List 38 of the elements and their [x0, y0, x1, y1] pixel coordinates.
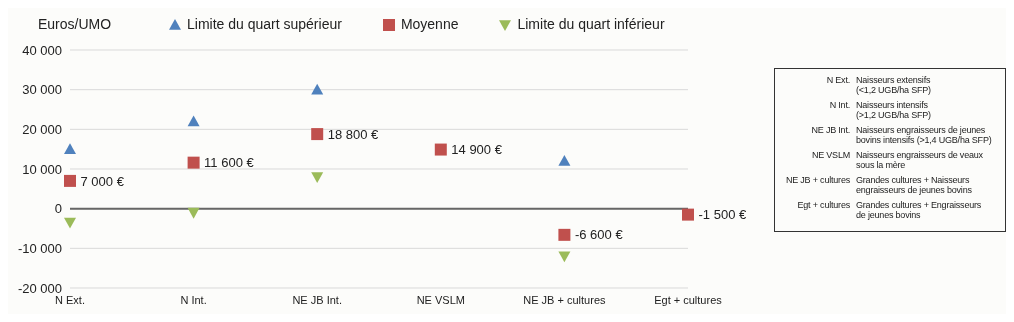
point [682, 208, 694, 221]
y-tick-label: 30 000 [22, 82, 62, 98]
point [64, 143, 76, 154]
y-tick-label: -10 000 [17, 240, 62, 256]
legend-label: Moyenne [399, 16, 459, 33]
y-tick-label: -20 000 [17, 280, 62, 296]
x-tick-label: NE JB + cultures [523, 293, 607, 306]
legend-label: Limite du quart supérieur [186, 16, 342, 33]
point [558, 155, 571, 166]
point [311, 83, 324, 95]
data-label: -1 500 € [698, 207, 747, 223]
x-tick-label: NE VSLM [416, 293, 465, 306]
glossary-box: N Ext. Naisseurs extensifs (<1,2 UGB/ha SFP) N Int. Naisseurs intensifs (>1,2 UGB/ha SFP) NE JB Int. Naisseurs engraisseurs de jeunes bovins intensifs (>1,4 UGB/ha SFP) NE VSLM Naisseurs engraisseurs de veaux sous la mère NE JB + cultures Grandes cultures + Naisseurs engraisseurs de jeunes bovins Egt + cultures Grandes cultures + Engraisseurs de jeunes bovins [774, 68, 1006, 232]
data-label: 14 900 € [451, 142, 503, 158]
y-axis-title: Euros/UMO [38, 16, 112, 32]
data-label: 7 000 € [80, 173, 125, 189]
point [64, 174, 76, 187]
point [64, 217, 76, 229]
legend-label: Limite du quart inférieur [516, 16, 665, 33]
x-tick-label: N Ext. [55, 293, 85, 306]
data-label: 18 800 € [327, 126, 380, 142]
y-tick-label: 0 [54, 201, 62, 217]
point [311, 128, 324, 141]
y-tick-label: 40 000 [22, 42, 62, 58]
point [187, 156, 200, 169]
point [311, 172, 324, 183]
x-tick-label: Egt + cultures [654, 293, 723, 306]
point [434, 143, 447, 156]
y-tick-label: 20 000 [22, 121, 62, 137]
point [558, 251, 571, 263]
data-label: 11 600 € [204, 155, 255, 171]
point [187, 115, 200, 127]
x-tick-label: N Int. [180, 293, 207, 306]
data-label: -6 600 € [574, 227, 624, 243]
point [187, 207, 200, 219]
x-tick-label: NE JB Int. [292, 293, 342, 306]
y-tick-label: 10 000 [22, 161, 62, 177]
point [558, 228, 571, 241]
